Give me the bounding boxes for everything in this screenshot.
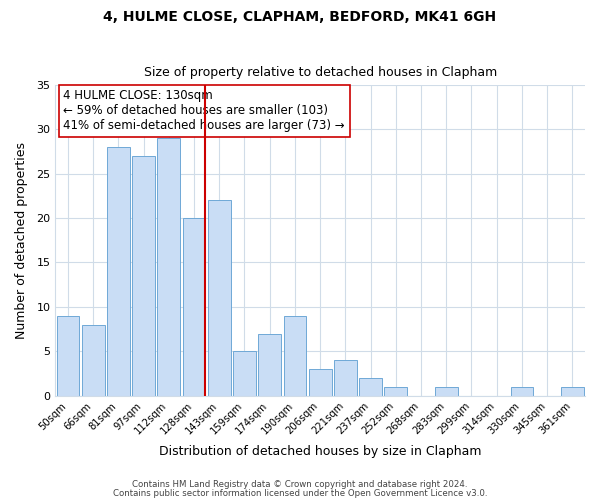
Bar [56,316,79,396]
Bar [309,369,332,396]
Bar [233,352,256,396]
Bar [208,200,230,396]
X-axis label: Distribution of detached houses by size in Clapham: Distribution of detached houses by size … [159,444,481,458]
Bar [334,360,357,396]
Bar [82,324,104,396]
Text: Contains public sector information licensed under the Open Government Licence v3: Contains public sector information licen… [113,489,487,498]
Bar [107,147,130,396]
Bar [284,316,306,396]
Text: 4 HULME CLOSE: 130sqm
← 59% of detached houses are smaller (103)
41% of semi-det: 4 HULME CLOSE: 130sqm ← 59% of detached … [63,90,345,132]
Bar [435,387,458,396]
Bar [561,387,584,396]
Bar [132,156,155,396]
Text: Contains HM Land Registry data © Crown copyright and database right 2024.: Contains HM Land Registry data © Crown c… [132,480,468,489]
Bar [359,378,382,396]
Text: 4, HULME CLOSE, CLAPHAM, BEDFORD, MK41 6GH: 4, HULME CLOSE, CLAPHAM, BEDFORD, MK41 6… [103,10,497,24]
Title: Size of property relative to detached houses in Clapham: Size of property relative to detached ho… [143,66,497,80]
Bar [157,138,180,396]
Bar [511,387,533,396]
Bar [259,334,281,396]
Bar [385,387,407,396]
Y-axis label: Number of detached properties: Number of detached properties [15,142,28,339]
Bar [182,218,205,396]
